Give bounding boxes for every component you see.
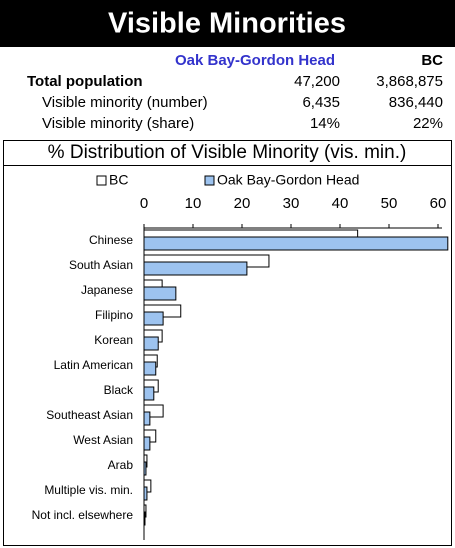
y-tick-label: Multiple vis. min. — [44, 483, 133, 497]
y-tick-label: Latin American — [54, 358, 133, 372]
bar — [143, 236, 449, 251]
column-header: BC — [421, 52, 443, 69]
bar — [143, 461, 147, 476]
cell: 836,440 — [389, 94, 443, 111]
legend-swatch — [96, 175, 107, 186]
title: Visible Minorities — [108, 8, 346, 40]
cell: 14% — [310, 115, 340, 132]
bar — [143, 361, 157, 376]
bar — [143, 261, 248, 276]
row-label: Visible minority (number) — [42, 94, 208, 111]
x-tick-label: 50 — [381, 195, 398, 212]
y-tick-label: South Asian — [69, 258, 133, 272]
bar — [143, 311, 164, 326]
bar — [143, 286, 177, 301]
bar — [143, 411, 151, 426]
y-tick-label: Filipino — [95, 308, 133, 322]
bar — [143, 386, 155, 401]
y-tick-label: Southeast Asian — [46, 408, 133, 422]
y-tick-label: Chinese — [89, 233, 133, 247]
x-tick-label: 60 — [430, 195, 447, 212]
y-tick-label: Japanese — [81, 283, 133, 297]
title-banner — [0, 0, 455, 47]
x-tick-label: 0 — [140, 195, 148, 212]
cell: 6,435 — [302, 94, 340, 111]
y-tick-label: Not incl. elsewhere — [32, 508, 134, 522]
cell: 22% — [413, 115, 443, 132]
y-tick-label: West Asian — [73, 433, 133, 447]
row-label: Total population — [27, 73, 143, 90]
x-tick-label: 40 — [332, 195, 349, 212]
column-header: Oak Bay-Gordon Head — [175, 52, 335, 69]
legend-label: BC — [109, 172, 128, 188]
y-tick-label: Black — [104, 383, 134, 397]
bar — [143, 486, 148, 501]
legend-swatch — [204, 175, 215, 186]
row-label: Visible minority (share) — [42, 115, 194, 132]
x-tick-label: 30 — [283, 195, 300, 212]
legend-label: Oak Bay-Gordon Head — [217, 172, 359, 188]
x-tick-label: 20 — [234, 195, 251, 212]
chart-title: % Distribution of Visible Minority (vis.… — [48, 142, 407, 163]
x-tick-label: 10 — [185, 195, 202, 212]
bar — [143, 336, 159, 351]
chart-box — [3, 165, 452, 546]
bar — [143, 436, 151, 451]
cell: 47,200 — [294, 73, 340, 90]
y-tick-label: Korean — [94, 333, 133, 347]
cell: 3,868,875 — [376, 73, 443, 90]
y-tick-label: Arab — [108, 458, 134, 472]
bar — [143, 511, 146, 526]
